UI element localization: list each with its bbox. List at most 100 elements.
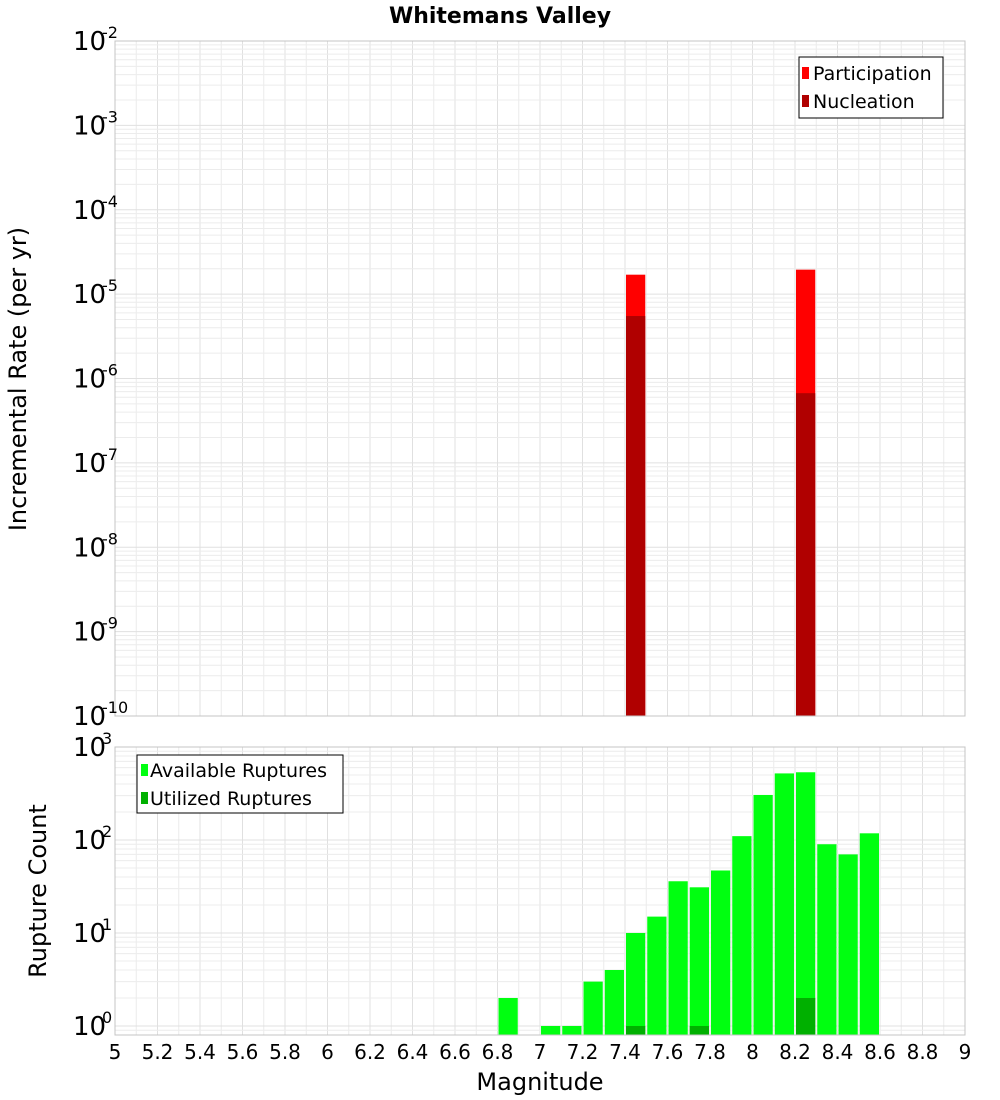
rate-y-tick-base: 10 xyxy=(73,618,106,648)
rate-y-tick-base: 10 xyxy=(73,27,106,57)
utilized-legend-swatch xyxy=(141,792,148,804)
count-bar-available-ruptures xyxy=(838,854,858,1035)
count-y-tick-label: 100 xyxy=(73,1008,112,1042)
available-legend-label: Available Ruptures xyxy=(150,760,327,782)
count-bars xyxy=(498,772,879,1035)
participation-legend-label: Participation xyxy=(813,63,932,85)
x-tick-labels: 5 5.2 5.4 5.6 5.8 6 6.2 6.4 6.6 6.8 7 7.2 7.4 7.6 7.8 8… xyxy=(109,1040,972,1064)
rate-y-tick-exponent: -7 xyxy=(102,445,118,464)
x-tick-label: 8.8 xyxy=(907,1040,939,1064)
rate-y-tick-base: 10 xyxy=(73,702,106,732)
count-legend: Available Ruptures Utilized Ruptures xyxy=(136,754,344,814)
x-tick-label: 5.8 xyxy=(269,1040,301,1064)
count-y-tick-exponent: 2 xyxy=(102,822,112,841)
count-y-tick-label: 103 xyxy=(73,729,112,763)
x-tick-label: 7.2 xyxy=(567,1040,599,1064)
count-bar-utilized-ruptures xyxy=(796,997,816,1035)
rate-y-tick-exponent: -9 xyxy=(102,614,118,633)
x-axis-label: Magnitude xyxy=(476,1068,603,1096)
count-bar-available-ruptures xyxy=(711,870,731,1035)
x-tick-label: 6.2 xyxy=(354,1040,386,1064)
rate-bar-nucleation xyxy=(626,316,646,716)
count-y-tick-base: 10 xyxy=(73,733,106,763)
count-bar-available-ruptures xyxy=(583,981,603,1035)
rate-y-tick-label: 10-9 xyxy=(73,614,118,648)
rate-y-tick-base: 10 xyxy=(73,111,106,141)
count-bar-utilized-ruptures xyxy=(626,1025,646,1035)
count-y-tick-exponent: 1 xyxy=(102,915,112,934)
rate-grid xyxy=(114,40,966,717)
count-bar-available-ruptures xyxy=(753,794,773,1035)
count-y-tick-exponent: 0 xyxy=(102,1008,112,1027)
count-bar-available-ruptures xyxy=(647,916,667,1035)
count-bar-available-ruptures xyxy=(604,969,624,1035)
x-tick-label: 7 xyxy=(534,1040,547,1064)
rate-y-tick-exponent: -3 xyxy=(102,107,118,126)
x-tick-label: 8.6 xyxy=(864,1040,896,1064)
x-tick-label: 5 xyxy=(109,1040,122,1064)
x-tick-label: 5.6 xyxy=(227,1040,259,1064)
rate-y-tick-base: 10 xyxy=(73,196,106,226)
rate-y-tick-base: 10 xyxy=(73,365,106,395)
rate-y-tick-base: 10 xyxy=(73,533,106,563)
rate-y-tick-base: 10 xyxy=(73,449,106,479)
count-y-axis-label: Rupture Count xyxy=(24,804,52,978)
rate-y-tick-label: 10-10 xyxy=(73,698,128,732)
available-legend-swatch xyxy=(141,764,148,776)
rate-y-tick-label: 10-4 xyxy=(73,192,118,226)
count-bar-available-ruptures xyxy=(541,1025,561,1035)
rate-bar-nucleation xyxy=(796,393,816,716)
count-bar-available-ruptures xyxy=(796,772,816,1035)
rate-legend-box xyxy=(798,56,944,119)
x-tick-label: 5.4 xyxy=(184,1040,216,1064)
utilized-legend-label: Utilized Ruptures xyxy=(150,788,312,810)
count-bar-available-ruptures xyxy=(562,1025,582,1035)
count-bar-available-ruptures xyxy=(689,887,709,1035)
x-tick-label: 8 xyxy=(746,1040,759,1064)
count-bar-available-ruptures xyxy=(732,836,752,1035)
x-tick-label: 5.2 xyxy=(142,1040,174,1064)
count-y-tick-base: 10 xyxy=(73,919,106,949)
count-bar-available-ruptures xyxy=(626,932,646,1035)
x-tick-label: 6.6 xyxy=(439,1040,471,1064)
x-tick-label: 8.2 xyxy=(779,1040,811,1064)
rate-y-tick-label: 10-2 xyxy=(73,23,118,57)
count-bar-available-ruptures xyxy=(498,997,518,1035)
rate-plot-frame xyxy=(114,40,966,717)
count-y-tick-base: 10 xyxy=(73,1012,106,1042)
rate-y-tick-exponent: -8 xyxy=(102,529,118,548)
rate-y-tick-exponent: -6 xyxy=(102,361,118,380)
count-y-tick-base: 10 xyxy=(73,826,106,856)
count-bar-available-ruptures xyxy=(774,773,794,1035)
count-y-tick-label: 101 xyxy=(73,915,112,949)
x-tick-label: 7.6 xyxy=(652,1040,684,1064)
x-tick-label: 6.8 xyxy=(482,1040,514,1064)
count-y-tick-exponent: 3 xyxy=(102,729,112,748)
count-legend-box xyxy=(136,754,344,814)
x-tick-label: 7.4 xyxy=(609,1040,641,1064)
nucleation-legend-label: Nucleation xyxy=(813,91,915,113)
count-bar-utilized-ruptures xyxy=(689,1025,709,1035)
x-tick-label: 8.4 xyxy=(822,1040,854,1064)
rate-y-tick-base: 10 xyxy=(73,280,106,310)
x-tick-label: 6 xyxy=(321,1040,334,1064)
participation-legend-swatch xyxy=(802,67,809,79)
rate-y-tick-exponent: -10 xyxy=(102,698,128,717)
rate-y-tick-exponent: -5 xyxy=(102,276,118,295)
count-bar-available-ruptures xyxy=(668,881,688,1035)
x-tick-label: 7.8 xyxy=(694,1040,726,1064)
rate-y-tick-label: 10-7 xyxy=(73,445,118,479)
rate-y-tick-label: 10-5 xyxy=(73,276,118,310)
rate-y-tick-exponent: -4 xyxy=(102,192,118,211)
count-bar-available-ruptures xyxy=(859,833,879,1035)
x-tick-label: 6.4 xyxy=(397,1040,429,1064)
rate-legend: Participation Nucleation xyxy=(798,56,944,119)
rate-y-tick-label: 10-3 xyxy=(73,107,118,141)
x-tick-label: 9 xyxy=(959,1040,972,1064)
rate-y-tick-exponent: -2 xyxy=(102,23,118,42)
